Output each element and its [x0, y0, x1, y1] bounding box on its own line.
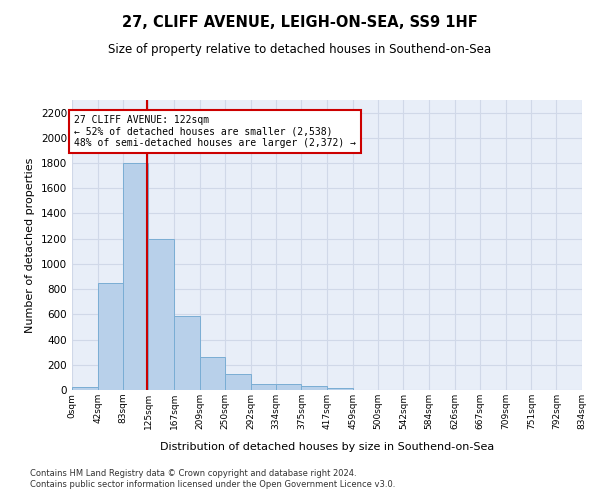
Bar: [98, 283, 123, 390]
Bar: [301, 386, 327, 390]
Text: 27, CLIFF AVENUE, LEIGH-ON-SEA, SS9 1HF: 27, CLIFF AVENUE, LEIGH-ON-SEA, SS9 1HF: [122, 15, 478, 30]
Text: Contains HM Land Registry data © Crown copyright and database right 2024.: Contains HM Land Registry data © Crown c…: [30, 468, 356, 477]
Bar: [276, 384, 301, 390]
Bar: [148, 238, 174, 390]
Text: Contains public sector information licensed under the Open Government Licence v3: Contains public sector information licen…: [30, 480, 395, 489]
Bar: [174, 316, 200, 390]
Bar: [327, 388, 353, 390]
Bar: [200, 357, 225, 390]
Text: Distribution of detached houses by size in Southend-on-Sea: Distribution of detached houses by size …: [160, 442, 494, 452]
Bar: [225, 374, 251, 390]
Bar: [123, 163, 148, 390]
Bar: [251, 384, 276, 390]
Bar: [72, 387, 98, 390]
Y-axis label: Number of detached properties: Number of detached properties: [25, 158, 35, 332]
Text: 27 CLIFF AVENUE: 122sqm
← 52% of detached houses are smaller (2,538)
48% of semi: 27 CLIFF AVENUE: 122sqm ← 52% of detache…: [74, 115, 356, 148]
Text: Size of property relative to detached houses in Southend-on-Sea: Size of property relative to detached ho…: [109, 42, 491, 56]
